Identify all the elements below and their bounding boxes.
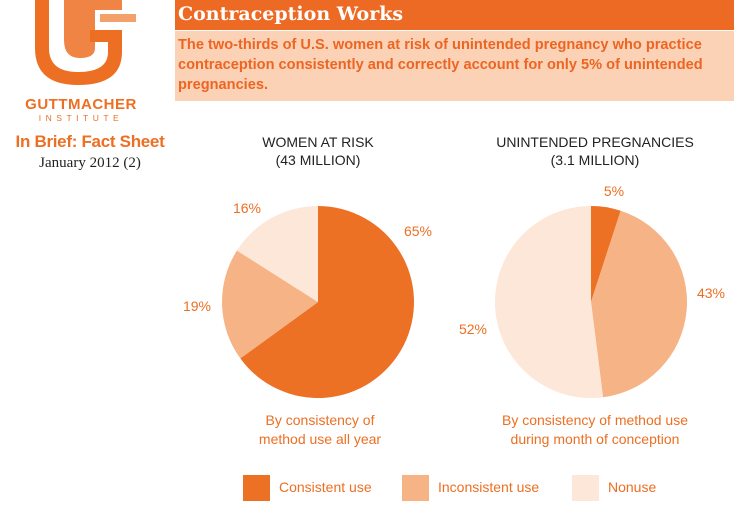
legend-swatch-inconsistent — [402, 475, 429, 501]
legend-swatch-consistent — [243, 475, 270, 501]
chart2-caption-line1: By consistency of method use — [502, 412, 688, 428]
chart2-slice-nonuse — [494, 206, 604, 398]
header-title: Contraception Works — [178, 3, 404, 25]
chart2-subtitle: (3.1 MILLION) — [550, 152, 640, 168]
legend-swatch-nonuse — [572, 475, 599, 501]
chart1-caption-line2: method use all year — [258, 431, 382, 447]
summary-box: The two-thirds of U.S. women at risk of … — [175, 31, 734, 101]
legend-label-inconsistent: Inconsistent use — [438, 479, 540, 495]
legend-label-consistent: Consistent use — [279, 479, 372, 495]
chart2-slice-inconsistent-use — [591, 210, 687, 398]
guttmacher-logo: GUTTMACHER INSTITUTE — [0, 0, 170, 125]
sheet-date: January 2012 (2) — [39, 155, 141, 171]
legend-label-nonuse: Nonuse — [608, 479, 657, 495]
chart1-label-consistent-use: 65% — [404, 223, 432, 239]
sheet-title: In Brief: Fact Sheet — [15, 132, 165, 151]
chart1-caption-line1: By consistency of — [265, 412, 375, 428]
chart2-label-inconsistent-use: 43% — [697, 285, 725, 301]
chart2-slice-consistent-use — [591, 206, 621, 302]
logo-g-mark-icon — [35, 0, 136, 85]
chart1-slice-inconsistent-use — [221, 250, 318, 359]
chart1-slice-consistent-use — [240, 206, 414, 398]
chart2-caption-line2: during month of conception — [510, 431, 680, 447]
chart1-subtitle: (43 MILLION) — [275, 152, 361, 168]
chart1-slice-nonuse — [236, 206, 318, 302]
chart1-label-nonuse: 16% — [233, 200, 261, 216]
chart2-title: UNINTENDED PREGNANCIES — [496, 134, 694, 150]
logo-subname: INSTITUTE — [38, 113, 124, 123]
chart2-label-nonuse: 52% — [459, 321, 487, 337]
chart1-label-inconsistent-use: 19% — [183, 298, 211, 314]
chart1-title: WOMEN AT RISK — [262, 134, 374, 150]
summary-text: The two-thirds of U.S. women at risk of … — [178, 37, 703, 93]
header-bar: Contraception Works — [175, 0, 734, 30]
chart2-label-consistent-use: 5% — [604, 183, 624, 199]
logo-name: GUTTMACHER — [25, 96, 137, 113]
